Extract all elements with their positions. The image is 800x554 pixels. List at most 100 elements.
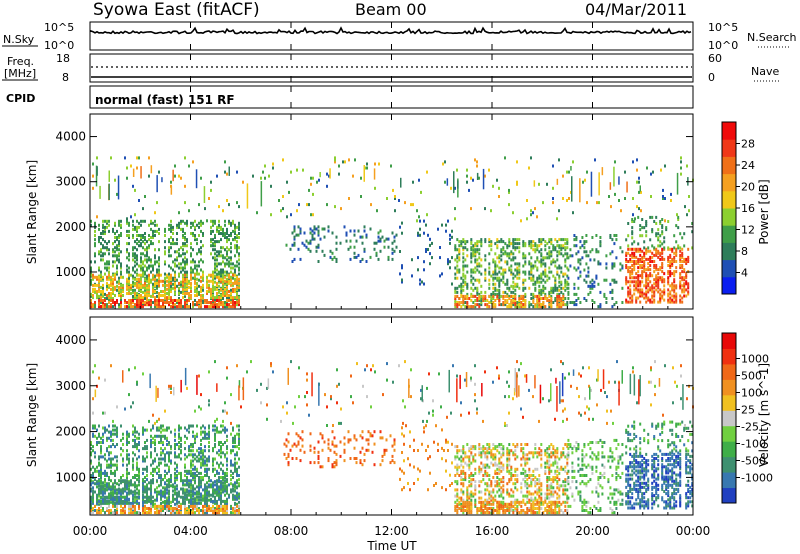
heatmap-cell — [132, 457, 134, 461]
heatmap-cell — [226, 301, 228, 304]
heatmap-cell — [310, 176, 312, 180]
heatmap-cell — [673, 280, 676, 284]
heatmap-cell — [472, 254, 475, 258]
heatmap-cell — [564, 282, 567, 286]
heatmap-cell — [230, 463, 232, 467]
heatmap-cell — [528, 270, 531, 274]
heatmap-streak — [373, 168, 376, 180]
heatmap-cell — [114, 178, 116, 182]
heatmap-cell — [142, 495, 144, 499]
heatmap-cell — [518, 272, 521, 276]
heatmap-cell — [564, 258, 567, 262]
heatmap-cell — [138, 474, 140, 477]
heatmap-cell — [150, 240, 152, 244]
heatmap-cell — [484, 278, 487, 282]
heatmap-cell — [228, 279, 230, 283]
heatmap-cell — [518, 297, 521, 300]
heatmap-cell — [90, 483, 92, 487]
heatmap-cell — [128, 287, 130, 291]
heatmap-cell — [216, 272, 218, 276]
heatmap-cell — [100, 285, 102, 289]
heatmap-cell — [146, 258, 148, 262]
heatmap-cell — [272, 162, 274, 166]
heatmap-cell — [202, 430, 204, 434]
heatmap-cell — [323, 227, 326, 231]
heatmap-cell — [500, 238, 503, 242]
heatmap-cell — [647, 257, 650, 261]
heatmap-cell — [236, 170, 238, 174]
heatmap-cell — [172, 301, 174, 304]
heatmap-cell — [168, 459, 170, 463]
heatmap-cell — [154, 283, 156, 287]
heatmap-cell — [210, 279, 212, 283]
heatmap-cell — [134, 283, 136, 287]
heatmap-cell — [498, 240, 501, 244]
heatmap-cell — [172, 238, 174, 242]
heatmap-cell — [226, 478, 228, 482]
heatmap-cell — [106, 262, 108, 266]
heatmap-cell — [614, 192, 616, 196]
heatmap-cell — [635, 276, 638, 280]
heatmap-cell — [122, 287, 124, 291]
heatmap-cell — [106, 465, 108, 469]
heatmap-cell — [639, 260, 642, 263]
heatmap-cell — [126, 491, 128, 495]
heatmap-cell — [645, 286, 648, 290]
heatmap-cell — [238, 266, 240, 270]
heatmap-cell — [90, 278, 92, 282]
heatmap-cell — [190, 474, 192, 477]
heatmap-cell — [212, 244, 214, 248]
heatmap-cell — [180, 280, 182, 284]
heatmap-cell — [144, 495, 146, 499]
heatmap-cell — [178, 286, 180, 290]
heatmap-cell — [92, 162, 94, 166]
heatmap-cell — [180, 457, 182, 461]
heatmap-cell — [112, 227, 114, 231]
heatmap-cell — [315, 227, 318, 231]
heatmap-cell — [238, 474, 240, 477]
heatmap-cell — [148, 223, 150, 227]
heatmap-cell — [508, 203, 510, 207]
heatmap-cell — [174, 285, 176, 289]
heatmap-cell — [98, 474, 100, 477]
heatmap-cell — [206, 283, 208, 287]
heatmap-cell — [667, 294, 670, 298]
heatmap-cell — [429, 262, 431, 266]
heatmap-cell — [625, 238, 628, 242]
heatmap-cell — [134, 296, 136, 300]
heatmap-cell — [130, 292, 132, 295]
heatmap-cell — [238, 232, 240, 235]
heatmap-cell — [627, 290, 630, 294]
heatmap-cell — [510, 294, 513, 298]
heatmap-cell — [550, 288, 553, 292]
heatmap-cell — [164, 463, 166, 467]
heatmap-cell — [631, 251, 634, 255]
heatmap-cell — [234, 246, 236, 250]
heatmap-cell — [160, 493, 162, 497]
heatmap-cell — [417, 256, 419, 260]
heatmap-cell — [128, 501, 130, 505]
heatmap-cell — [530, 268, 533, 272]
heatmap-cell — [118, 258, 120, 262]
heatmap-cell — [636, 205, 638, 209]
heatmap-cell — [647, 288, 650, 292]
heatmap-cell — [655, 268, 658, 272]
heatmap-cell — [102, 499, 104, 503]
heatmap-cell — [184, 285, 186, 289]
heatmap-cell — [218, 270, 220, 274]
heatmap-cell — [138, 492, 140, 496]
heatmap-cell — [631, 232, 634, 236]
heatmap-cell — [667, 272, 670, 276]
heatmap-cell — [184, 279, 186, 283]
heatmap-cell — [387, 245, 390, 249]
heatmap-cell — [174, 443, 176, 446]
heatmap-cell — [216, 275, 218, 279]
heatmap-cell — [564, 272, 567, 276]
heatmap-cell — [92, 296, 94, 300]
heatmap-cell — [228, 238, 230, 242]
heatmap-cell — [106, 281, 108, 285]
heatmap-cell — [192, 478, 194, 482]
heatmap-cell — [238, 457, 240, 461]
heatmap-cell — [94, 424, 96, 428]
heatmap-cell — [170, 227, 172, 231]
